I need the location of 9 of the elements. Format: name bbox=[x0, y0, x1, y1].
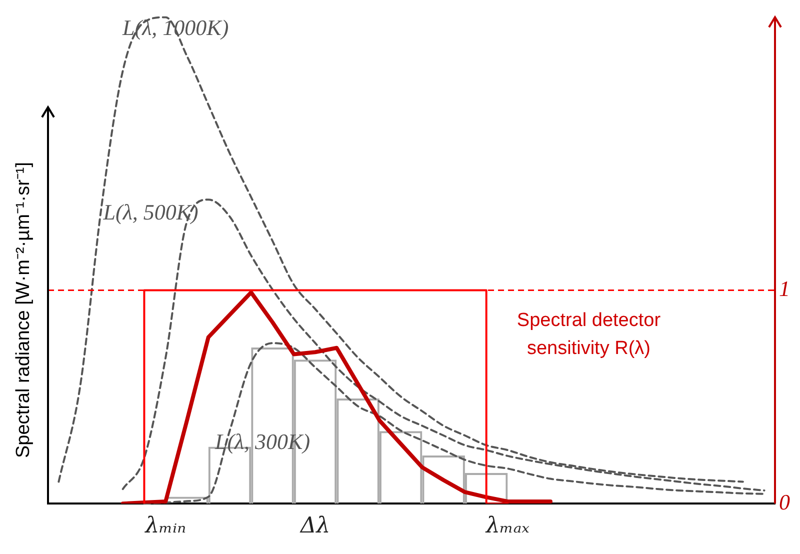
y2-tick-label: 1 bbox=[779, 276, 790, 302]
x-tick-label: λₘᵢₙ bbox=[144, 514, 186, 539]
series-label: L(λ, 500K) bbox=[102, 199, 198, 224]
x-tick-label: λₘₐₓ bbox=[484, 514, 530, 539]
series-label: L(λ, 300K) bbox=[214, 428, 310, 454]
y-axis-title: Spectral radiance [W·m⁻²·µm⁻¹·sr⁻¹] bbox=[12, 162, 36, 458]
y2-tick-label: 0 bbox=[779, 489, 790, 514]
x-tick-label: Δλ bbox=[299, 514, 330, 539]
annotation: Spectral detector sensitivity R(λ) bbox=[516, 309, 662, 361]
